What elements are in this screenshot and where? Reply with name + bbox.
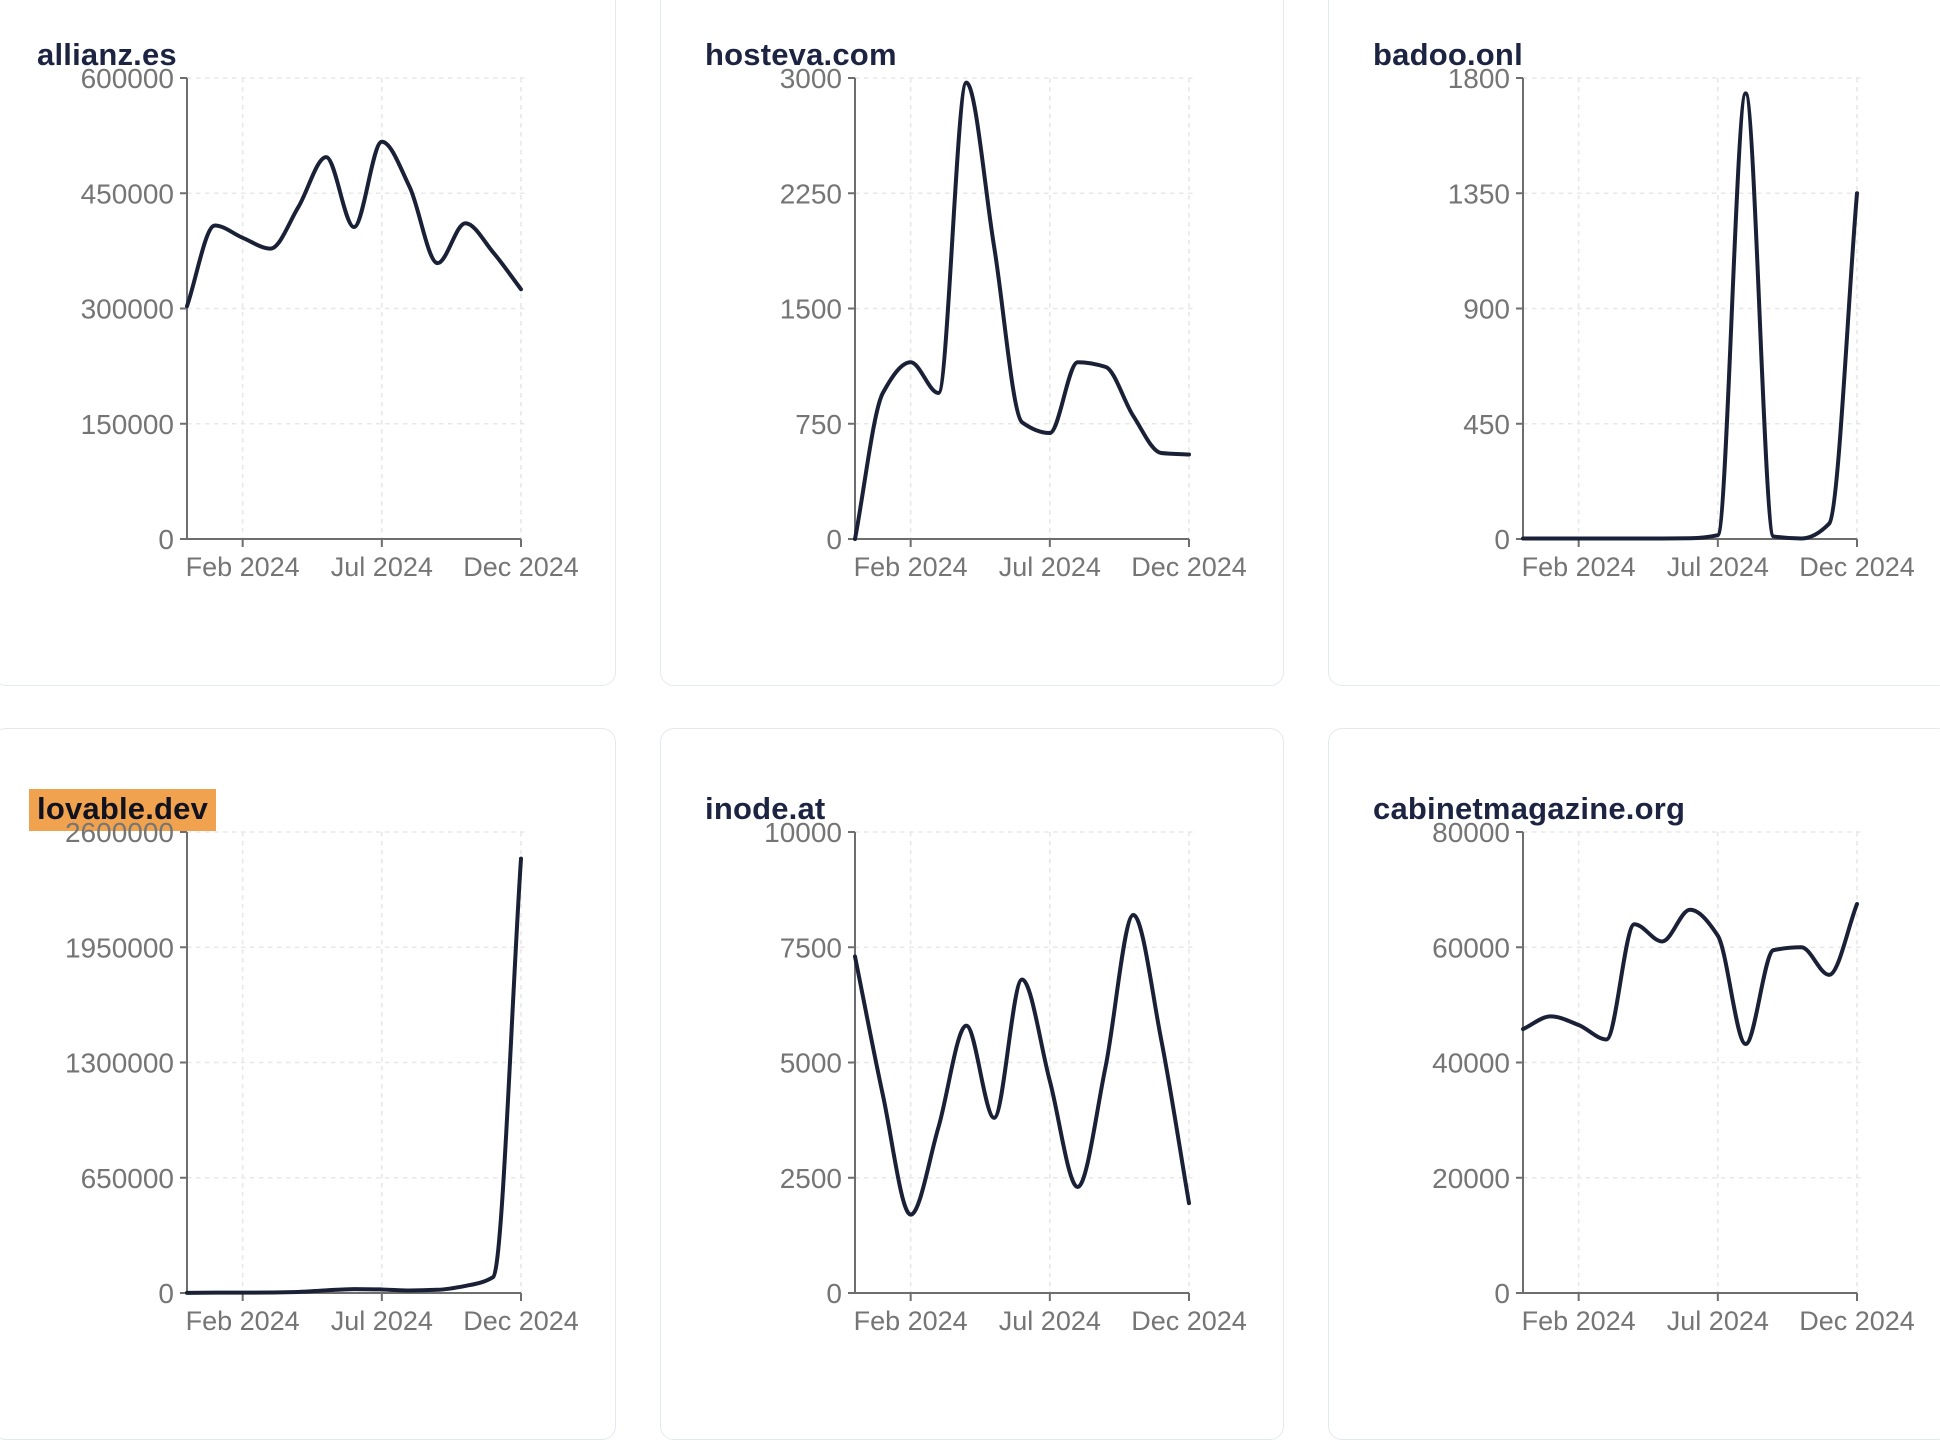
svg-text:Feb 2024: Feb 2024	[1522, 1306, 1636, 1336]
chart-card-hosteva-com: hosteva.com 0 750 1500 2250 3000 Feb 2024 Jul …	[660, 0, 1284, 686]
line-chart: 0 650000 1300000 1950000 2600000 Feb 2024 Jul …	[65, 817, 579, 1336]
svg-text:Feb 2024: Feb 2024	[186, 1306, 300, 1336]
svg-text:Jul 2024: Jul 2024	[331, 1306, 433, 1336]
svg-text:Dec 2024: Dec 2024	[463, 1306, 579, 1336]
svg-text:650000: 650000	[81, 1163, 174, 1194]
svg-text:1500: 1500	[780, 294, 842, 325]
svg-text:Feb 2024: Feb 2024	[854, 552, 968, 582]
svg-text:Feb 2024: Feb 2024	[854, 1306, 968, 1336]
svg-text:20000: 20000	[1432, 1163, 1510, 1194]
chart-title-text: hosteva.com	[705, 36, 897, 72]
chart-title: hosteva.com	[705, 37, 897, 73]
svg-text:60000: 60000	[1432, 932, 1510, 963]
svg-text:0: 0	[1494, 524, 1510, 555]
svg-text:Dec 2024: Dec 2024	[1131, 1306, 1247, 1336]
svg-text:1350: 1350	[1448, 178, 1510, 209]
svg-text:0: 0	[158, 1278, 174, 1309]
chart-title-text-highlighted: lovable.dev	[29, 788, 217, 831]
svg-text:1800: 1800	[1448, 63, 1510, 94]
svg-text:40000: 40000	[1432, 1048, 1510, 1079]
svg-text:1950000: 1950000	[65, 932, 174, 963]
svg-text:80000: 80000	[1432, 817, 1510, 848]
svg-text:0: 0	[1494, 1278, 1510, 1309]
chart-title: inode.at	[705, 791, 825, 827]
svg-text:Jul 2024: Jul 2024	[1667, 552, 1769, 582]
chart-card-allianz-es: allianz.es 0 150000 300000 450000 600000 Feb …	[0, 0, 616, 686]
chart-card-badoo-onl: badoo.onl 0 450 900 1350 1800 Feb 2024 Jul 202…	[1328, 0, 1940, 686]
svg-text:150000: 150000	[81, 409, 174, 440]
line-chart: 0 450 900 1350 1800 Feb 2024 Jul 2024 Dec 2024	[1448, 63, 1915, 582]
svg-text:2250: 2250	[780, 178, 842, 209]
line-chart: 0 20000 40000 60000 80000 Feb 2024 Jul 2024 Dec…	[1432, 817, 1915, 1336]
svg-text:Jul 2024: Jul 2024	[331, 552, 433, 582]
chart-title-text: badoo.onl	[1373, 36, 1523, 72]
svg-text:2500: 2500	[780, 1163, 842, 1194]
chart-title: cabinetmagazine.org	[1373, 791, 1685, 827]
chart-card-cabinetmagazine-org: cabinetmagazine.org 0 20000 40000 60000 8000…	[1328, 728, 1940, 1440]
svg-text:Dec 2024: Dec 2024	[463, 552, 579, 582]
svg-text:0: 0	[158, 524, 174, 555]
svg-text:5000: 5000	[780, 1048, 842, 1079]
line-chart: 0 2500 5000 7500 10000 Feb 2024 Jul 2024 Dec 20…	[764, 817, 1247, 1336]
svg-text:3000: 3000	[780, 63, 842, 94]
svg-text:Feb 2024: Feb 2024	[186, 552, 300, 582]
svg-text:Jul 2024: Jul 2024	[999, 1306, 1101, 1336]
line-chart: 0 750 1500 2250 3000 Feb 2024 Jul 2024 Dec 2024	[780, 63, 1247, 582]
svg-text:10000: 10000	[764, 817, 842, 848]
svg-text:300000: 300000	[81, 294, 174, 325]
chart-card-lovable-dev: lovable.dev 0 650000 1300000 1950000 2600000…	[0, 728, 616, 1440]
chart-card-inode-at: inode.at 0 2500 5000 7500 10000 Feb 2024 Jul 2…	[660, 728, 1284, 1440]
svg-text:2600000: 2600000	[65, 817, 174, 848]
chart-title-text: allianz.es	[37, 36, 177, 72]
chart-title-text: inode.at	[705, 790, 826, 826]
chart-title: badoo.onl	[1373, 37, 1523, 73]
svg-text:Dec 2024: Dec 2024	[1799, 552, 1915, 582]
chart-title-text: cabinetmagazine.org	[1373, 790, 1686, 826]
svg-text:750: 750	[795, 409, 842, 440]
svg-text:0: 0	[826, 524, 842, 555]
svg-text:450: 450	[1463, 409, 1510, 440]
svg-text:900: 900	[1463, 294, 1510, 325]
svg-text:Jul 2024: Jul 2024	[1667, 1306, 1769, 1336]
svg-text:Jul 2024: Jul 2024	[999, 552, 1101, 582]
line-chart: 0 150000 300000 450000 600000 Feb 2024 Jul 202…	[81, 63, 579, 582]
svg-text:Feb 2024: Feb 2024	[1522, 552, 1636, 582]
chart-title: lovable.dev	[29, 788, 217, 831]
svg-text:Dec 2024: Dec 2024	[1799, 1306, 1915, 1336]
svg-text:0: 0	[826, 1278, 842, 1309]
svg-text:Dec 2024: Dec 2024	[1131, 552, 1247, 582]
svg-text:1300000: 1300000	[65, 1048, 174, 1079]
svg-text:7500: 7500	[780, 932, 842, 963]
svg-text:450000: 450000	[81, 178, 174, 209]
svg-text:600000: 600000	[81, 63, 174, 94]
chart-title: allianz.es	[37, 37, 177, 73]
